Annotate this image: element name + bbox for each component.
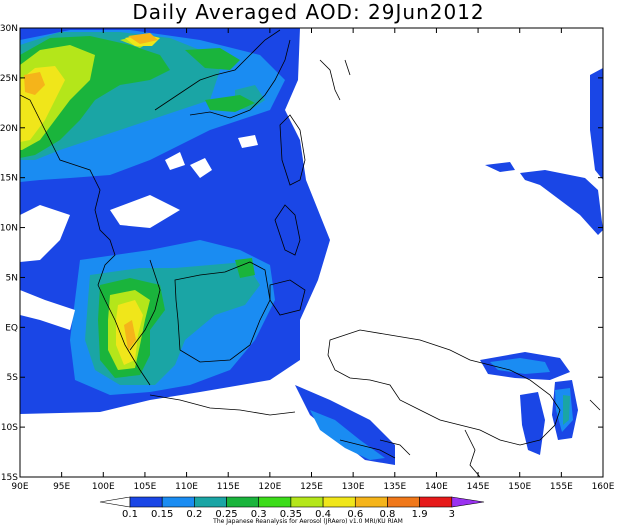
lon-tick-label: 95E	[53, 482, 70, 492]
colorbar-end-arrow	[451, 496, 485, 508]
colorbar-swatch	[226, 496, 260, 508]
colorbar-swatch	[322, 496, 356, 508]
lon-tick-label: 150E	[508, 482, 531, 492]
lat-tick-label: 25N	[0, 74, 18, 84]
lon-tick-label: 135E	[383, 482, 406, 492]
lon-tick-label: 105E	[133, 482, 156, 492]
lon-tick-label: 125E	[300, 482, 323, 492]
colorbar-label: 0.15	[151, 509, 173, 520]
colorbar-label: 1.9	[412, 509, 428, 520]
colorbar-label: 0.2	[186, 509, 202, 520]
colorbar-swatch	[419, 496, 453, 508]
lat-tick-label: 5N	[6, 273, 18, 283]
lat-tick-label: 5S	[7, 373, 19, 383]
colorbar-label: 0.1	[122, 509, 138, 520]
colorbar-start-arrow	[99, 496, 131, 508]
credit-text: The Japanese Reanalysis for Aerosol (JRA…	[212, 518, 403, 525]
colorbar-label: 0.6	[347, 509, 363, 520]
colorbar-swatch	[258, 496, 292, 508]
lat-tick-label: 15N	[0, 174, 18, 184]
colorbar-swatch	[129, 496, 163, 508]
aod-field	[20, 28, 603, 465]
colorbar-label: 0.3	[251, 509, 267, 520]
map-title: Daily Averaged AOD: 29Jun2012	[132, 0, 485, 24]
colorbar-label: 0.4	[315, 509, 331, 520]
lat-tick-label: 10N	[0, 224, 18, 234]
lat-tick-label: 30N	[0, 24, 18, 34]
lon-tick-label: 145E	[467, 482, 490, 492]
lat-axis: 30N 25N 20N 15N 10N 5N EQ 5S 10S 15S	[0, 24, 603, 483]
colorbar-swatch	[290, 496, 324, 508]
colorbar-swatch	[354, 496, 388, 508]
lon-tick-label: 160E	[592, 482, 615, 492]
colorbar-swatch	[161, 496, 195, 508]
colorbar-label: 0.25	[215, 509, 237, 520]
coastlines	[20, 29, 601, 477]
lon-tick-label: 115E	[217, 482, 240, 492]
lon-tick-label: 110E	[175, 482, 198, 492]
lat-tick-label: EQ	[5, 323, 18, 333]
lon-axis: 90E 95E 100E 105E 110E 115E 120E 125E 130E 135E 14…	[11, 28, 615, 492]
lon-tick-label: 120E	[258, 482, 281, 492]
colorbar-swatch	[194, 496, 227, 508]
lat-tick-label: 20N	[0, 124, 18, 134]
colorbar-label: 0.35	[280, 509, 302, 520]
lon-tick-label: 90E	[11, 482, 28, 492]
colorbar-label: 0.8	[380, 509, 396, 520]
colorbar-label: 3	[449, 509, 455, 520]
colorbar-swatch	[387, 496, 420, 508]
lon-tick-label: 130E	[342, 482, 365, 492]
lon-tick-label: 140E	[425, 482, 448, 492]
lon-tick-label: 155E	[550, 482, 573, 492]
lon-tick-label: 100E	[92, 482, 115, 492]
lat-tick-label: 10S	[1, 423, 18, 433]
lat-tick-label: 15S	[1, 473, 18, 483]
colorbar: 0.1 0.15 0.2 0.25 0.3 0.35 0.4 0.6 0.8 1.9 3	[99, 496, 485, 520]
